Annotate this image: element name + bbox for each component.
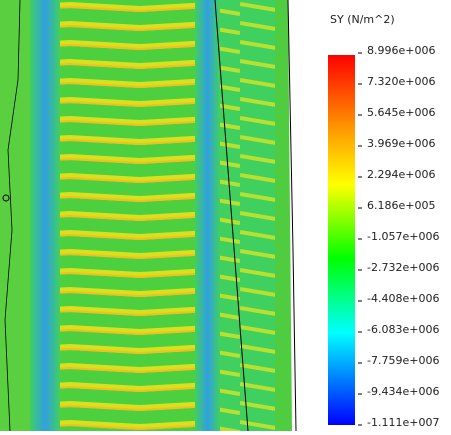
legend-label: -9.434e+006 <box>367 385 439 398</box>
legend-label: 8.996e+006 <box>367 44 435 57</box>
legend-label: -1.057e+006 <box>367 230 439 243</box>
model <box>0 0 300 432</box>
legend-label: -1.111e+007 <box>367 416 439 429</box>
legend-label: 5.645e+006 <box>367 106 435 119</box>
legend-label: 3.969e+006 <box>367 137 435 150</box>
color-bar <box>328 55 355 425</box>
legend-label: 7.320e+006 <box>367 75 435 88</box>
legend-label: -6.083e+006 <box>367 323 439 336</box>
legend-label: 6.186e+005 <box>367 199 435 212</box>
legend-label: -7.759e+006 <box>367 354 439 367</box>
legend-label: -2.732e+006 <box>367 261 439 274</box>
legend-label: -4.408e+006 <box>367 292 439 305</box>
legend-label: 2.294e+006 <box>367 168 435 181</box>
legend-title: SY (N/m^2) <box>330 13 395 26</box>
